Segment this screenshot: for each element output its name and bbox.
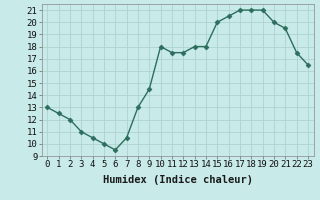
X-axis label: Humidex (Indice chaleur): Humidex (Indice chaleur) <box>103 175 252 185</box>
